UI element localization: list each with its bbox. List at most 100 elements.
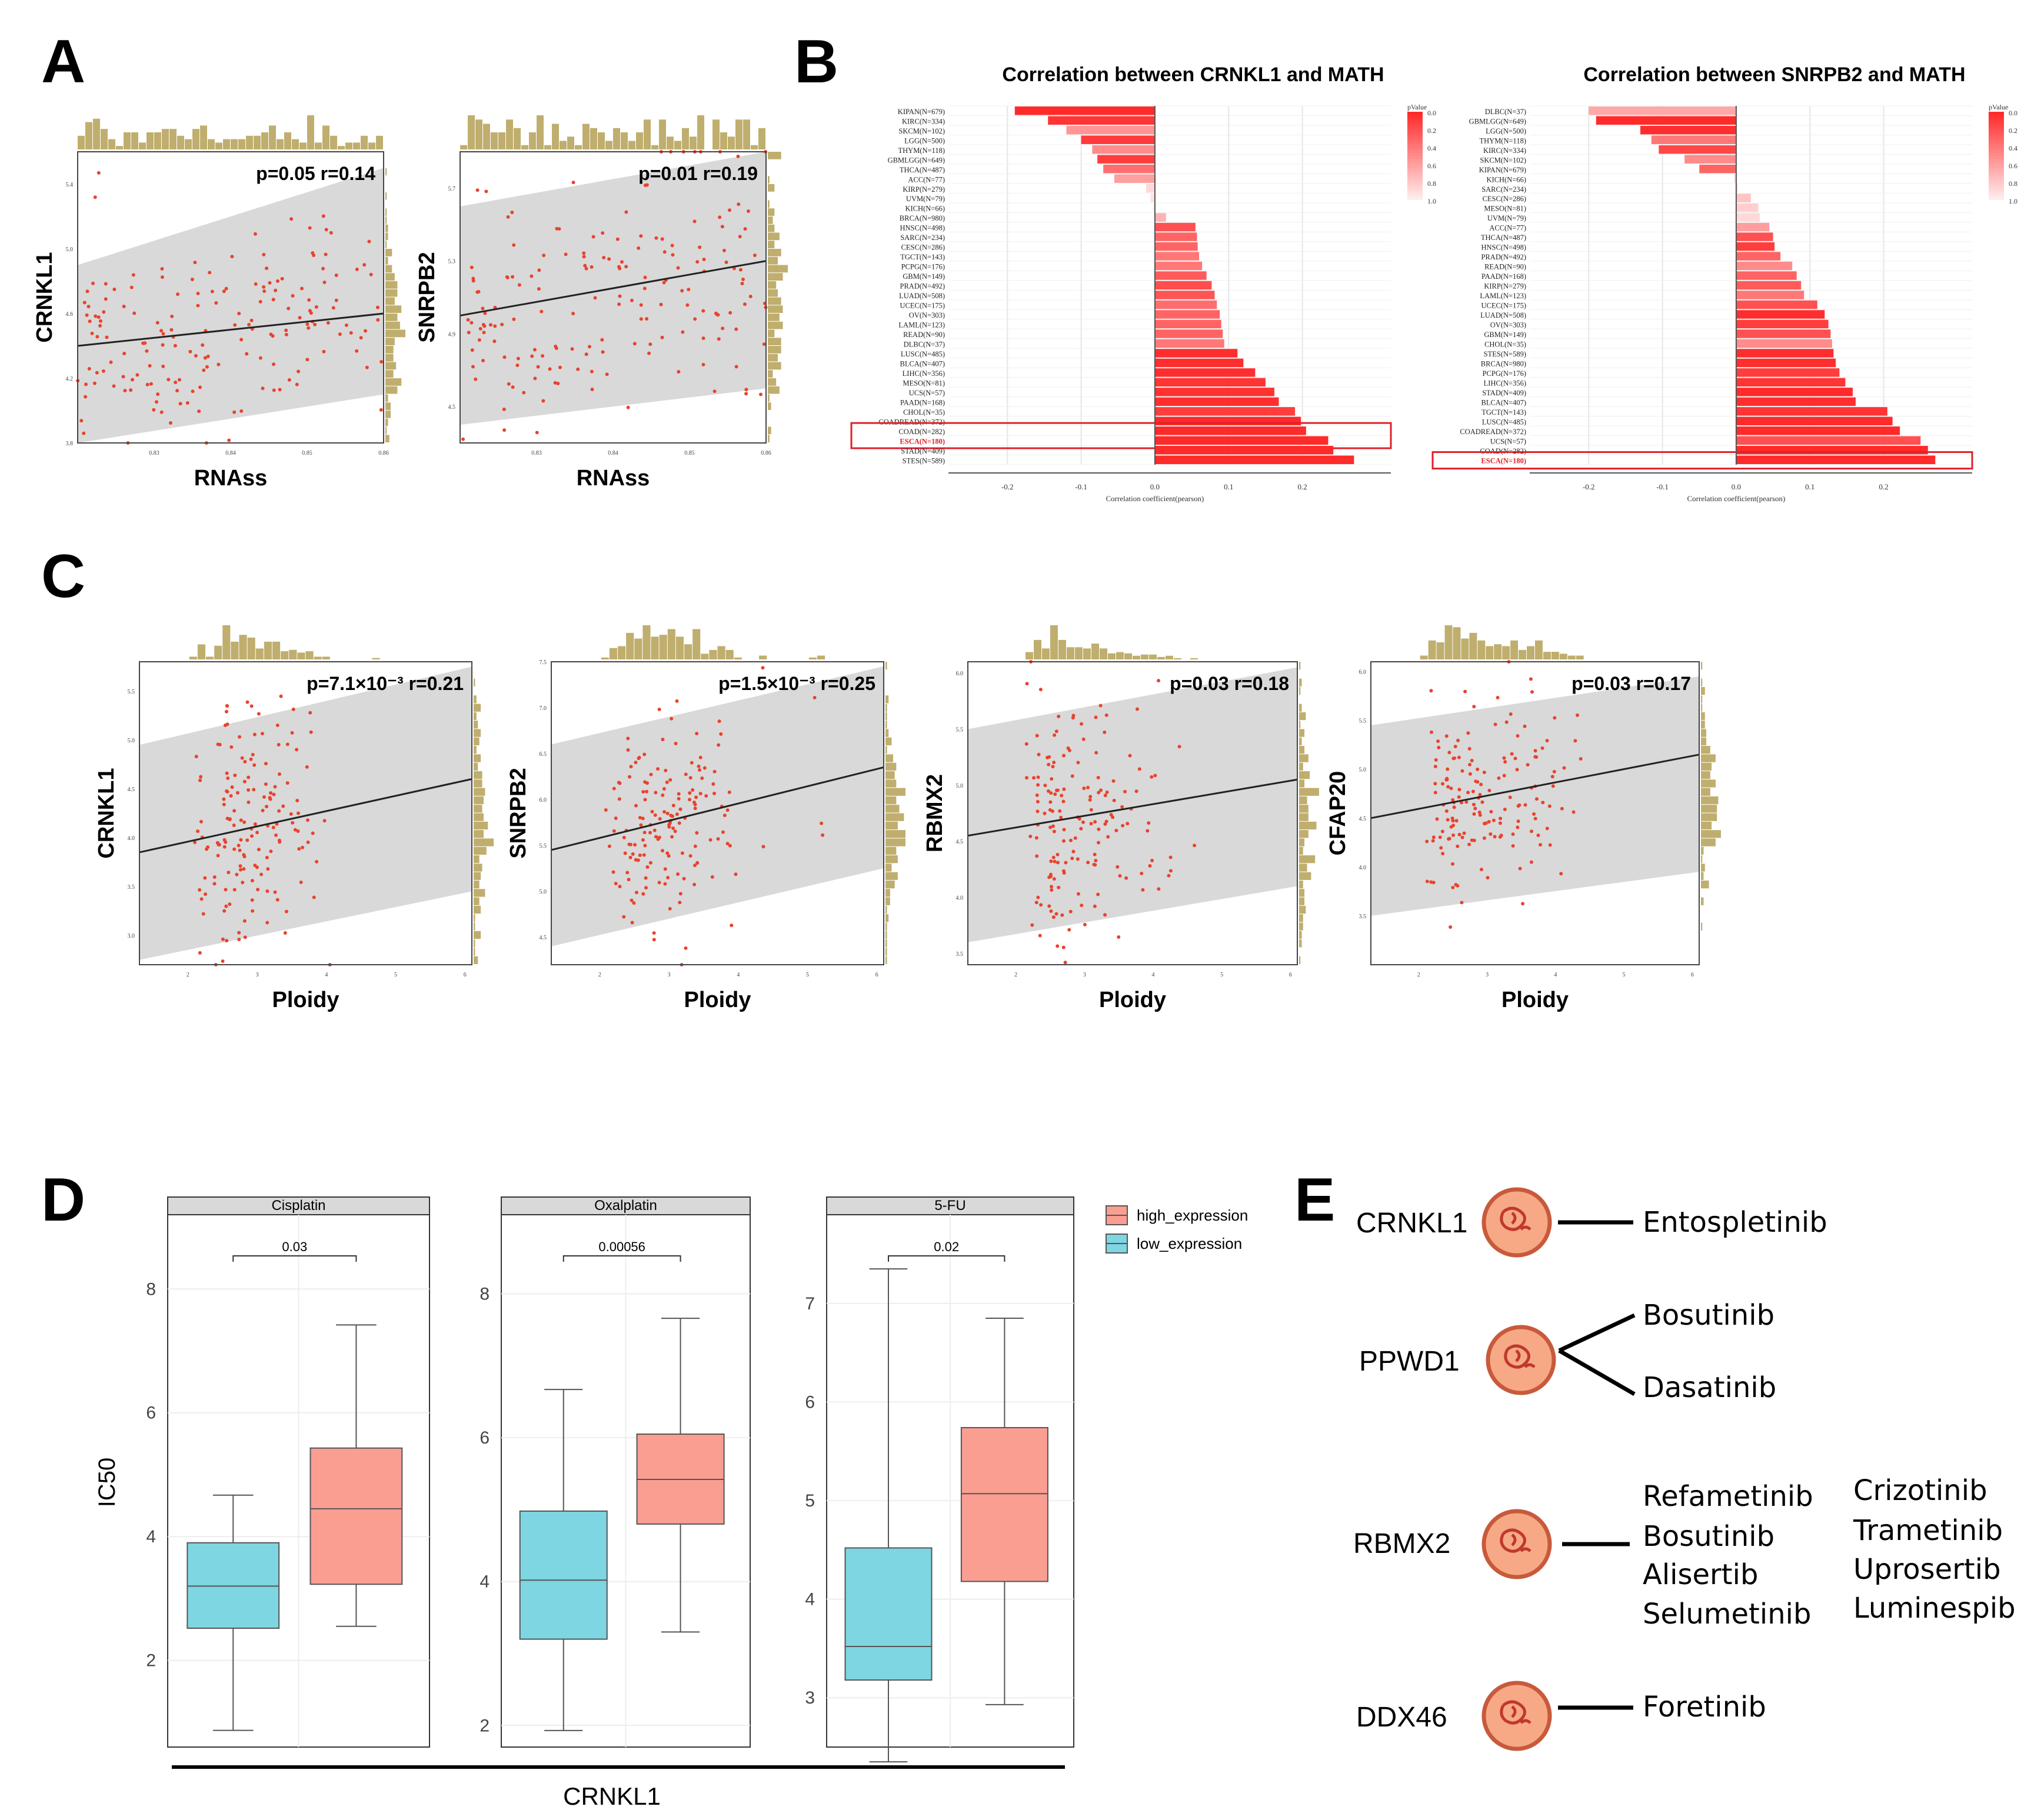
marginal-hist-bar: [1701, 864, 1705, 872]
data-point: [305, 765, 309, 769]
x-axis-label: Ploidy: [684, 988, 751, 1012]
x-tick-label: 0.0: [1150, 482, 1160, 491]
bar: [1736, 339, 1832, 348]
category-label: DLBC(N=37): [1485, 108, 1526, 116]
data-point: [657, 881, 661, 885]
marginal-hist-bar: [675, 636, 684, 659]
data-point: [112, 384, 116, 388]
legend-label-high: high_expression: [1137, 1206, 1248, 1224]
data-point: [273, 785, 277, 789]
data-point: [250, 879, 254, 883]
data-point: [227, 871, 231, 875]
marginal-hist-bar: [1299, 796, 1307, 805]
marginal-hist-bar: [475, 119, 482, 149]
y-tick-label: 6: [146, 1404, 156, 1423]
legend-gradient-step: [1407, 182, 1423, 185]
marginal-hist-bar: [560, 141, 567, 149]
data-point: [1429, 689, 1433, 693]
marginal-hist-bar: [1701, 897, 1704, 905]
marginal-hist-bar: [768, 249, 781, 256]
marginal-hist-bar: [1190, 658, 1198, 659]
data-point: [612, 829, 616, 833]
marginal-hist-bar: [768, 370, 773, 378]
data-point: [190, 277, 194, 281]
data-point: [148, 364, 152, 368]
data-point: [93, 195, 97, 199]
marginal-hist-bar: [322, 656, 330, 659]
marginal-hist-bar: [626, 632, 634, 659]
drug-label: Entospletinib: [1643, 1206, 1827, 1239]
panel-letter-c: C: [41, 542, 85, 611]
data-point: [628, 775, 632, 779]
data-point: [1076, 761, 1080, 765]
legend-tick-label: 0.6: [2009, 162, 2017, 170]
bar: [1736, 261, 1793, 271]
data-point: [1062, 828, 1066, 832]
data-point: [502, 355, 507, 359]
data-point: [331, 306, 335, 310]
data-point: [661, 793, 665, 797]
data-point: [634, 858, 638, 862]
data-point: [259, 872, 264, 876]
marginal-hist-bar: [885, 956, 887, 964]
data-point: [242, 779, 247, 784]
scatter-plot-c4: 2 3 4 5 63.54.04.55.05.56.0p=0.03 r=0.17Ploi…: [1326, 625, 1721, 1012]
data-point: [252, 763, 257, 767]
data-point: [274, 288, 278, 292]
data-point: [284, 328, 288, 332]
data-point: [482, 324, 487, 328]
data-point: [1116, 865, 1120, 869]
data-point: [481, 359, 485, 363]
data-point: [297, 369, 301, 374]
data-point: [556, 382, 560, 386]
data-point: [1532, 812, 1536, 816]
legend-gradient-step: [1407, 156, 1423, 159]
marginal-hist-bar: [1299, 779, 1305, 788]
marginal-hist-bar: [1543, 652, 1551, 659]
bar: [1640, 125, 1736, 135]
charts-layer: 0.83 0.84 0.85 0.863.84.24.65.05.4p=0.05 r=…: [32, 64, 2017, 1810]
bar: [1736, 349, 1834, 358]
data-point: [623, 851, 627, 855]
data-point: [678, 892, 682, 896]
data-point: [493, 324, 497, 328]
data-point: [1496, 696, 1500, 700]
legend-tick-label: 0.0: [1427, 109, 1436, 117]
data-point: [1076, 857, 1080, 861]
marginal-hist-bar: [474, 805, 482, 813]
data-point: [1038, 934, 1042, 938]
data-point: [671, 804, 675, 808]
x-tick-label: -0.2: [1001, 482, 1014, 491]
data-point: [101, 369, 105, 373]
data-point: [1536, 834, 1540, 838]
data-point: [1124, 876, 1128, 880]
legend-tick-label: 0.4: [1427, 144, 1436, 152]
data-point: [1150, 858, 1154, 862]
data-point: [1434, 758, 1438, 762]
marginal-hist-bar: [385, 411, 391, 418]
data-point: [656, 837, 660, 841]
marginal-hist-bar: [735, 119, 743, 149]
data-point: [748, 295, 753, 299]
data-point: [736, 154, 740, 158]
y-tick-label: 6.0: [1359, 669, 1367, 676]
data-point: [1061, 945, 1066, 949]
x-axis-label: CRNKL1: [563, 1782, 661, 1810]
data-point: [467, 331, 471, 335]
drug-label: Trametinib: [1853, 1514, 2003, 1547]
data-point: [1431, 835, 1436, 839]
legend-gradient-step: [1407, 194, 1423, 197]
data-point: [175, 389, 179, 393]
marginal-hist-bar: [1299, 830, 1309, 838]
data-point: [634, 761, 638, 765]
data-point: [1516, 819, 1520, 824]
x-tick-label: 4: [1152, 972, 1155, 978]
marginal-hist-bar: [885, 821, 898, 830]
marginal-hist-bar: [474, 864, 482, 872]
legend-label-low: low_expression: [1137, 1235, 1242, 1252]
facet-strip: [167, 1196, 430, 1215]
marginal-hist-bar: [1299, 721, 1301, 729]
data-point: [1457, 788, 1461, 792]
data-point: [250, 834, 254, 838]
marginal-hist-bar: [1299, 872, 1311, 880]
